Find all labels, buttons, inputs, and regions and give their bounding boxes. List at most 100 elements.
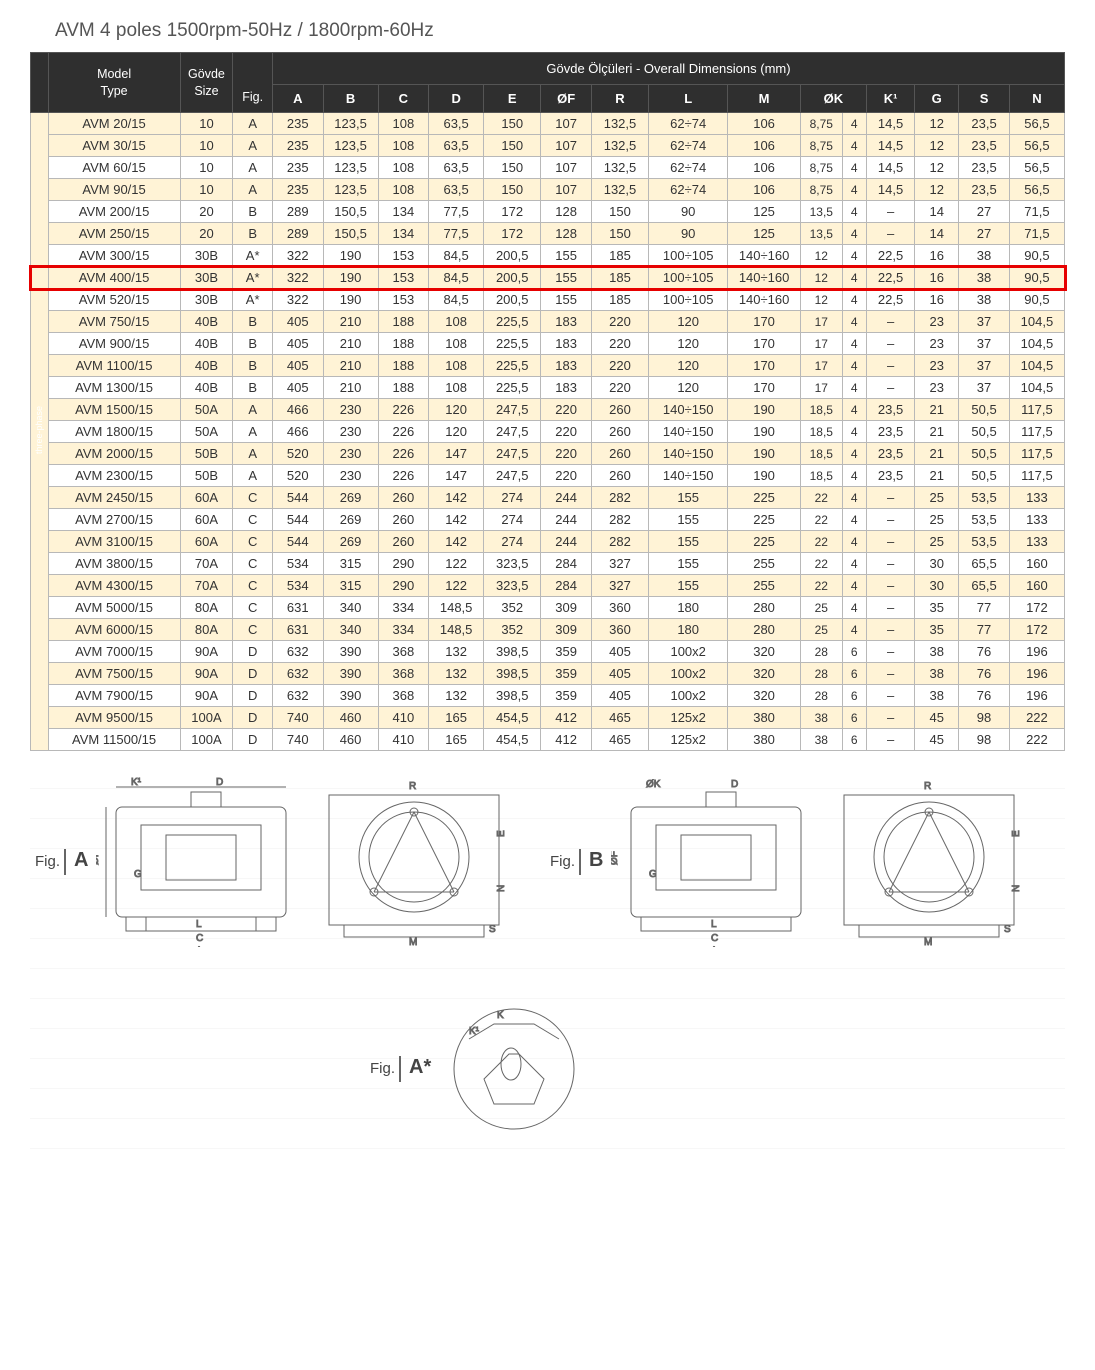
cell: 247,5 — [484, 443, 541, 465]
cell: 18,5 — [800, 421, 842, 443]
cell: 63,5 — [429, 179, 484, 201]
cell: 25 — [915, 531, 959, 553]
cell: 269 — [323, 531, 378, 553]
cell: B — [233, 311, 273, 333]
cell: 134 — [378, 223, 429, 245]
cell: 225 — [728, 509, 801, 531]
cell: 25 — [915, 509, 959, 531]
cell: 22,5 — [866, 267, 914, 289]
cell: 360 — [591, 597, 648, 619]
cell: A — [233, 113, 273, 135]
cell: 188 — [378, 311, 429, 333]
cell: 90A — [180, 685, 233, 707]
cell: 190 — [323, 267, 378, 289]
col-d: D — [429, 85, 484, 113]
cell: 90 — [649, 201, 728, 223]
cell: 77,5 — [429, 201, 484, 223]
cell: 30B — [180, 289, 233, 311]
cell: 76 — [959, 641, 1010, 663]
cell: 12 — [800, 245, 842, 267]
cell: 62÷74 — [649, 157, 728, 179]
cell: 53,5 — [959, 531, 1010, 553]
cell: 30 — [915, 553, 959, 575]
fig-a-front-drawing: R E N S M B — [314, 777, 514, 947]
cell: 322 — [272, 245, 323, 267]
cell: 340 — [323, 619, 378, 641]
cell: 12 — [915, 179, 959, 201]
col-g: G — [915, 85, 959, 113]
cell: 183 — [541, 333, 592, 355]
cell: 632 — [272, 663, 323, 685]
cell: 544 — [272, 509, 323, 531]
cell: – — [866, 641, 914, 663]
cell: 220 — [541, 443, 592, 465]
cell: 153 — [378, 289, 429, 311]
cell: 62÷74 — [649, 135, 728, 157]
fig-b-label: Fig.B — [550, 849, 603, 875]
cell: 172 — [484, 201, 541, 223]
cell: 133 — [1009, 487, 1064, 509]
table-row: AVM 2700/1560AC5442692601422742442821552… — [31, 509, 1065, 531]
cell: 117,5 — [1009, 465, 1064, 487]
cell: 160 — [1009, 575, 1064, 597]
cell: 90A — [180, 641, 233, 663]
cell: 466 — [272, 421, 323, 443]
cell: 50,5 — [959, 399, 1010, 421]
cell: 327 — [591, 575, 648, 597]
table-row: three-phaseAVM 20/1510A235123,510863,515… — [31, 113, 1065, 135]
cell: A — [233, 443, 273, 465]
svg-text:A: A — [711, 945, 717, 947]
cell: 6 — [842, 641, 866, 663]
cell: 104,5 — [1009, 377, 1064, 399]
cell: B — [233, 333, 273, 355]
page-title: AVM 4 poles 1500rpm-50Hz / 1800rpm-60Hz — [55, 20, 1065, 42]
svg-text:E: E — [1011, 830, 1022, 837]
cell: 140÷150 — [649, 443, 728, 465]
cell: 98 — [959, 707, 1010, 729]
cell: 56,5 — [1009, 157, 1064, 179]
cell: 80A — [180, 597, 233, 619]
cell: 14,5 — [866, 179, 914, 201]
cell: B — [233, 201, 273, 223]
cell: 108 — [378, 135, 429, 157]
cell: 100x2 — [649, 641, 728, 663]
cell: 21 — [915, 465, 959, 487]
col-e: E — [484, 85, 541, 113]
cell: 155 — [649, 509, 728, 531]
cell: 123,5 — [323, 179, 378, 201]
model: AVM 1500/15 — [48, 399, 180, 421]
cell: 40B — [180, 311, 233, 333]
cell: 23,5 — [959, 135, 1010, 157]
cell: 6 — [842, 685, 866, 707]
cell: 132,5 — [591, 135, 648, 157]
fig-b-side-drawing: ØK D ØF G L C A — [611, 777, 821, 947]
cell: 107 — [541, 157, 592, 179]
cell: 210 — [323, 311, 378, 333]
cell: 4 — [842, 509, 866, 531]
cell: 4 — [842, 113, 866, 135]
cell: 22,5 — [866, 245, 914, 267]
model: AVM 7000/15 — [48, 641, 180, 663]
table-row: AVM 400/1530BA*32219015384,5200,51551851… — [31, 267, 1065, 289]
cell: 40B — [180, 377, 233, 399]
cell: 6 — [842, 663, 866, 685]
cell: 71,5 — [1009, 223, 1064, 245]
cell: 320 — [728, 641, 801, 663]
cell: 18,5 — [800, 465, 842, 487]
cell: 120 — [649, 311, 728, 333]
cell: 104,5 — [1009, 311, 1064, 333]
table-row: AVM 520/1530BA*32219015384,5200,51551851… — [31, 289, 1065, 311]
model: AVM 7500/15 — [48, 663, 180, 685]
cell: 155 — [649, 531, 728, 553]
fig-b-block: Fig.B ØK D ØF G L C A — [550, 777, 1029, 947]
cell: 70A — [180, 575, 233, 597]
cell: – — [866, 223, 914, 245]
cell: 150 — [484, 135, 541, 157]
cell: 4 — [842, 245, 866, 267]
table-row: AVM 250/1520B289150,513477,5172128150901… — [31, 223, 1065, 245]
cell: 390 — [323, 685, 378, 707]
cell: 150 — [484, 157, 541, 179]
cell: 405 — [272, 355, 323, 377]
cell: 188 — [378, 355, 429, 377]
cell: 289 — [272, 223, 323, 245]
